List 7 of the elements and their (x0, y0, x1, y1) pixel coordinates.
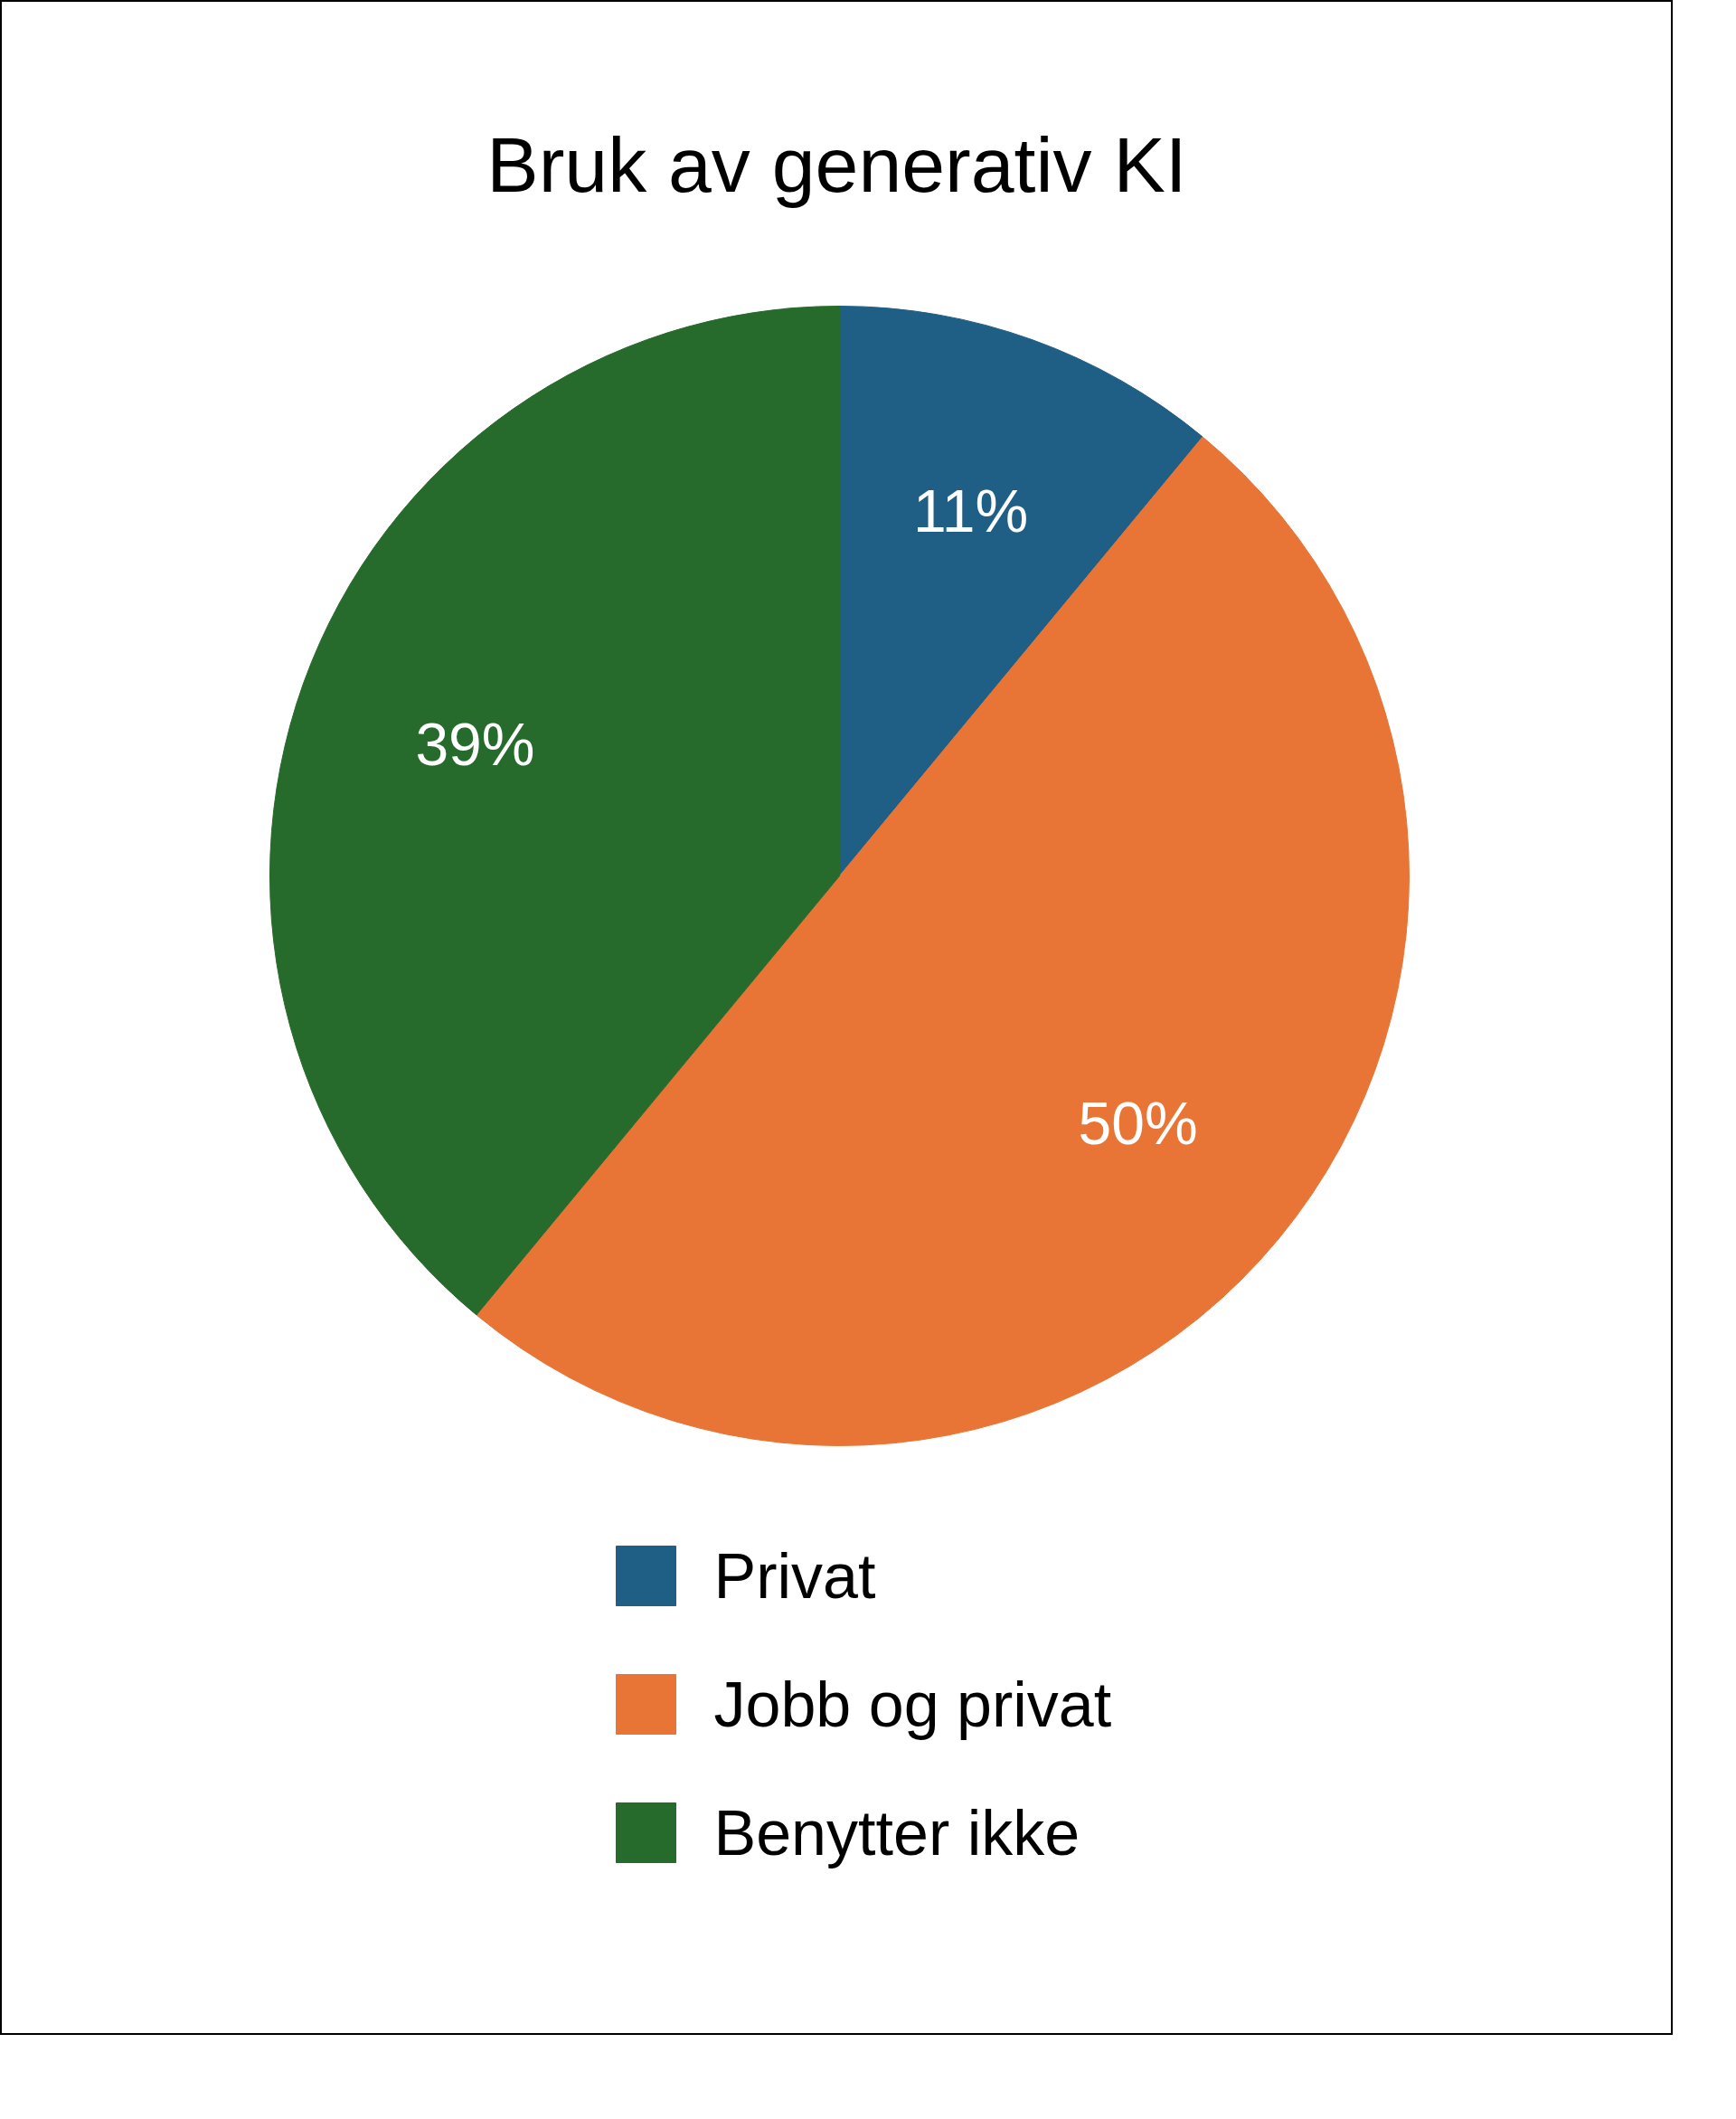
data-label: 39% (415, 711, 535, 779)
data-label: 11% (913, 478, 1029, 545)
legend-label: Jobb og privat (713, 1669, 1112, 1740)
data-label: 50% (1078, 1089, 1198, 1157)
chart-title: Bruk av generativ KI (486, 120, 1187, 208)
legend-label: Benytter ikke (713, 1797, 1080, 1868)
legend-label: Privat (713, 1540, 876, 1612)
